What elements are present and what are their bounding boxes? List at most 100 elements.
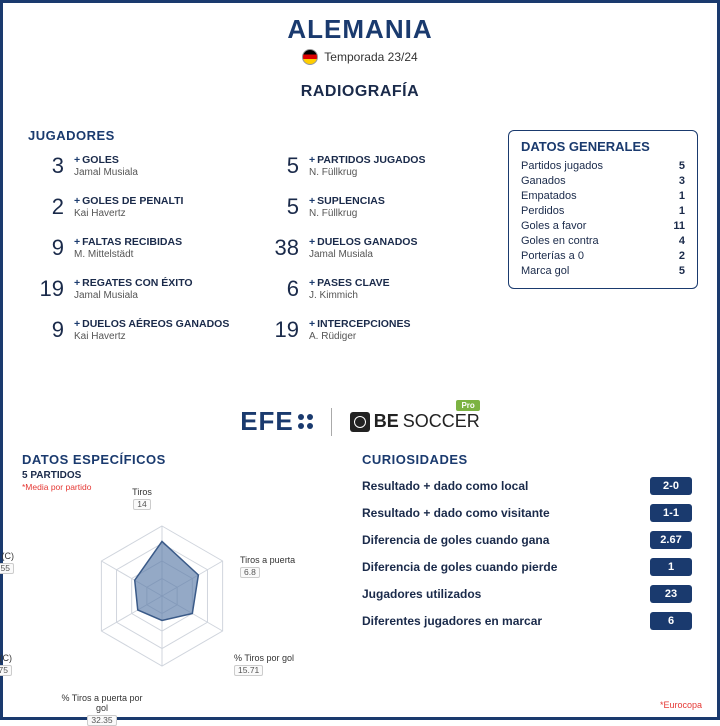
radar-axis-value: 3.75	[0, 665, 12, 676]
general-row: Ganados 3	[521, 175, 685, 187]
general-row: Partidos jugados5	[521, 160, 685, 172]
curiosities-list: Resultado + dado como local2-0Resultado …	[362, 477, 692, 630]
radar-axis-label: % Tiros a puerta por gol32.35	[57, 694, 147, 726]
radar-axis-value: 32.35	[87, 715, 116, 726]
plus-icon: +	[74, 154, 80, 166]
general-data-box: DATOS GENERALES Partidos jugados5Ganados…	[508, 130, 698, 289]
stat-player: J. Kimmich	[309, 290, 390, 301]
stat-body: +DUELOS GANADOS Jamal Musiala	[309, 236, 417, 260]
plus-icon: +	[74, 236, 80, 248]
stat-number: 6	[263, 276, 299, 302]
curiosity-row: Resultado + dado como local 2-0	[362, 477, 692, 495]
curiosity-value: 2.67	[650, 531, 692, 549]
general-label: Porterías a 0	[521, 250, 584, 262]
curiosity-row: Diferencia de goles cuando gana 2.67	[362, 531, 692, 549]
stat-label: +GOLES	[74, 154, 138, 166]
plus-icon: +	[74, 277, 80, 289]
stat-number: 19	[263, 317, 299, 343]
general-row: Porterías a 02	[521, 250, 685, 262]
curiosity-row: Jugadores utilizados23	[362, 585, 692, 603]
radar-axis-label: Tiros a puerta6.8	[240, 556, 330, 578]
curiosity-value: 6	[650, 612, 692, 630]
players-title: JUGADORES	[28, 128, 468, 143]
footer-note: *Eurocopa	[660, 700, 702, 710]
specific-sub: 5 PARTIDOS	[22, 470, 342, 481]
radar-axis-value: 15.71	[234, 665, 263, 676]
general-row: Empatados 1	[521, 190, 685, 202]
stat-body: +GOLES Jamal Musiala	[74, 154, 138, 178]
stat-body: +REGATES CON ÉXITO Jamal Musiala	[74, 277, 193, 301]
plus-icon: +	[309, 195, 315, 207]
player-stat: 9 +FALTAS RECIBIDAS M. Mittelstädt	[28, 235, 233, 261]
players-section: JUGADORES 3 +GOLES Jamal Musiala 5 +PART…	[28, 128, 468, 343]
radar-axis-label: Tiros14	[97, 488, 187, 510]
curiosity-row: Diferencia de goles cuando pierde1	[362, 558, 692, 576]
besoccer-be: BE	[374, 411, 399, 432]
divider	[331, 408, 332, 436]
curiosity-label: Diferencia de goles cuando pierde	[362, 560, 557, 574]
stat-number: 2	[28, 194, 64, 220]
stat-player: M. Mittelstädt	[74, 249, 182, 260]
stat-body: +PARTIDOS JUGADOS N. Füllkrug	[309, 154, 425, 178]
curiosities-title: CURIOSIDADES	[362, 452, 692, 467]
plus-icon: +	[309, 236, 315, 248]
stat-label: +REGATES CON ÉXITO	[74, 277, 193, 289]
stat-label: +DUELOS GANADOS	[309, 236, 417, 248]
stat-label: +INTERCEPCIONES	[309, 318, 411, 330]
general-label: Goles a favor	[521, 220, 586, 232]
radar-svg	[62, 496, 262, 696]
stat-body: +FALTAS RECIBIDAS M. Mittelstädt	[74, 236, 182, 260]
general-label: Ganados	[521, 175, 566, 187]
logos-row: EFE BESOCCER Pro	[0, 406, 720, 437]
radar-axis-label: % Tiros por gol15.71	[234, 654, 324, 676]
stat-body: +SUPLENCIAS N. Füllkrug	[309, 195, 385, 219]
stat-number: 9	[28, 235, 64, 261]
pro-badge: Pro	[456, 400, 479, 411]
curiosity-value: 23	[650, 585, 692, 603]
curiosity-value: 2-0	[650, 477, 692, 495]
stat-player: N. Füllkrug	[309, 208, 385, 219]
curiosity-row: Resultado + dado como visitante1-1	[362, 504, 692, 522]
general-label: Empatados	[521, 190, 577, 202]
stat-player: Jamal Musiala	[309, 249, 417, 260]
player-stat: 19 +REGATES CON ÉXITO Jamal Musiala	[28, 276, 233, 302]
stat-player: Jamal Musiala	[74, 167, 138, 178]
radar-axis-value: 14	[133, 499, 150, 510]
stat-body: +GOLES DE PENALTI Kai Havertz	[74, 195, 183, 219]
stat-label: +FALTAS RECIBIDAS	[74, 236, 182, 248]
player-stat: 5 +PARTIDOS JUGADOS N. Füllkrug	[263, 153, 468, 179]
player-stat: 2 +GOLES DE PENALTI Kai Havertz	[28, 194, 233, 220]
curiosity-label: Diferentes jugadores en marcar	[362, 614, 542, 628]
stat-player: Kai Havertz	[74, 208, 183, 219]
radar-axis-label: Tiros a puerta (C)3.75	[0, 654, 12, 676]
players-grid: 3 +GOLES Jamal Musiala 5 +PARTIDOS JUGAD…	[28, 153, 468, 343]
radar-chart: Tiros14Tiros a puerta6.8% Tiros por gol1…	[22, 496, 302, 706]
player-stat: 3 +GOLES Jamal Musiala	[28, 153, 233, 179]
efe-dots-icon	[298, 414, 313, 429]
curiosities-section: CURIOSIDADES Resultado + dado como local…	[362, 452, 692, 639]
stat-label: +PARTIDOS JUGADOS	[309, 154, 425, 166]
player-stat: 38 +DUELOS GANADOS Jamal Musiala	[263, 235, 468, 261]
general-row: Perdidos 1	[521, 205, 685, 217]
efe-logo: EFE	[240, 406, 313, 437]
curiosity-label: Diferencia de goles cuando gana	[362, 533, 549, 547]
general-rows: Partidos jugados5Ganados3Empatados1Perdi…	[521, 160, 685, 277]
plus-icon: +	[74, 318, 80, 330]
curiosity-label: Resultado + dado como local	[362, 479, 528, 493]
plus-icon: +	[309, 154, 315, 166]
general-label: Goles en contra	[521, 235, 599, 247]
general-value: 1	[679, 190, 685, 202]
stat-body: +PASES CLAVE J. Kimmich	[309, 277, 390, 301]
besoccer-icon	[350, 412, 370, 432]
general-value: 3	[679, 175, 685, 187]
curiosity-label: Resultado + dado como visitante	[362, 506, 550, 520]
stat-player: A. Rüdiger	[309, 331, 411, 342]
radar-axis-value: 6.8	[240, 567, 260, 578]
besoccer-soccer: SOCCER	[403, 411, 480, 432]
stat-number: 5	[263, 153, 299, 179]
general-value: 1	[679, 205, 685, 217]
stat-label: +SUPLENCIAS	[309, 195, 385, 207]
stat-label: +DUELOS AÉREOS GANADOS	[74, 318, 229, 330]
general-label: Perdidos	[521, 205, 564, 217]
stat-number: 5	[263, 194, 299, 220]
